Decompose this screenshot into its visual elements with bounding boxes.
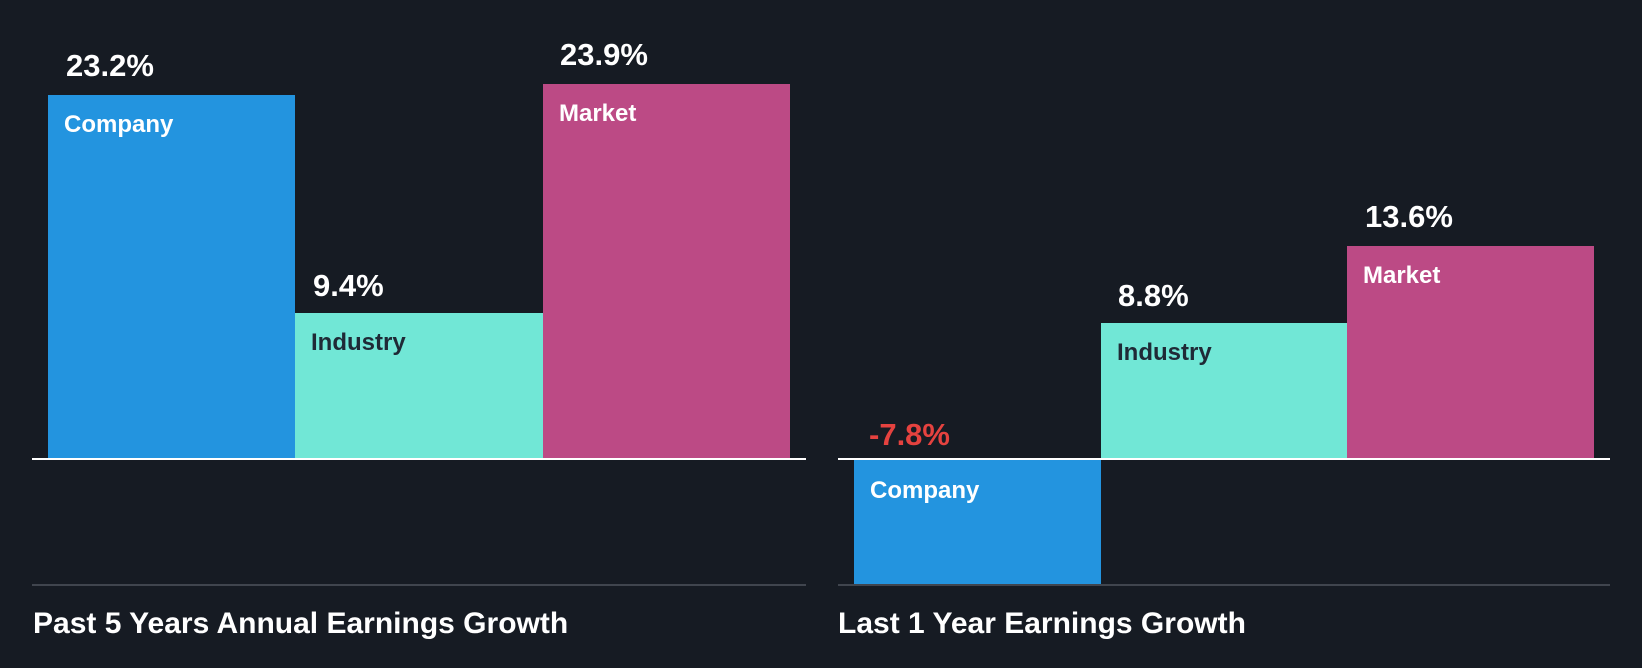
value-label-industry: 9.4% (313, 268, 384, 303)
zero-axis-line (838, 458, 1610, 460)
divider-line (32, 584, 806, 586)
bar-label-market: Market (1363, 262, 1441, 289)
chart-past-5-years: 23.2% Company 9.4% Industry 23.9% Market… (32, 37, 806, 640)
value-label-market: 13.6% (1365, 199, 1453, 234)
bar-label-company: Company (64, 111, 174, 138)
value-label-industry: 8.8% (1118, 278, 1189, 313)
divider-line (838, 584, 1610, 586)
value-label-company: -7.8% (869, 417, 950, 452)
value-label-market: 23.9% (560, 37, 648, 72)
bar-company: Company (854, 459, 1101, 584)
bar-label-company: Company (870, 477, 980, 504)
value-label-company: 23.2% (66, 48, 154, 83)
bar-label-industry: Industry (311, 329, 406, 356)
bar-market: Market (543, 84, 790, 459)
bar-label-market: Market (559, 100, 637, 127)
bar-label-industry: Industry (1117, 339, 1212, 366)
bar-industry: Industry (295, 313, 543, 459)
bar-company: Company (48, 95, 295, 459)
zero-axis-line (32, 458, 806, 460)
bar-market: Market (1347, 246, 1594, 459)
chart-last-1-year: -7.8% Company 8.8% Industry 13.6% Market… (821, 0, 1642, 668)
bar-industry: Industry (1101, 323, 1347, 459)
chart-title: Last 1 Year Earnings Growth (838, 607, 1246, 640)
chart-title: Past 5 Years Annual Earnings Growth (33, 607, 569, 640)
